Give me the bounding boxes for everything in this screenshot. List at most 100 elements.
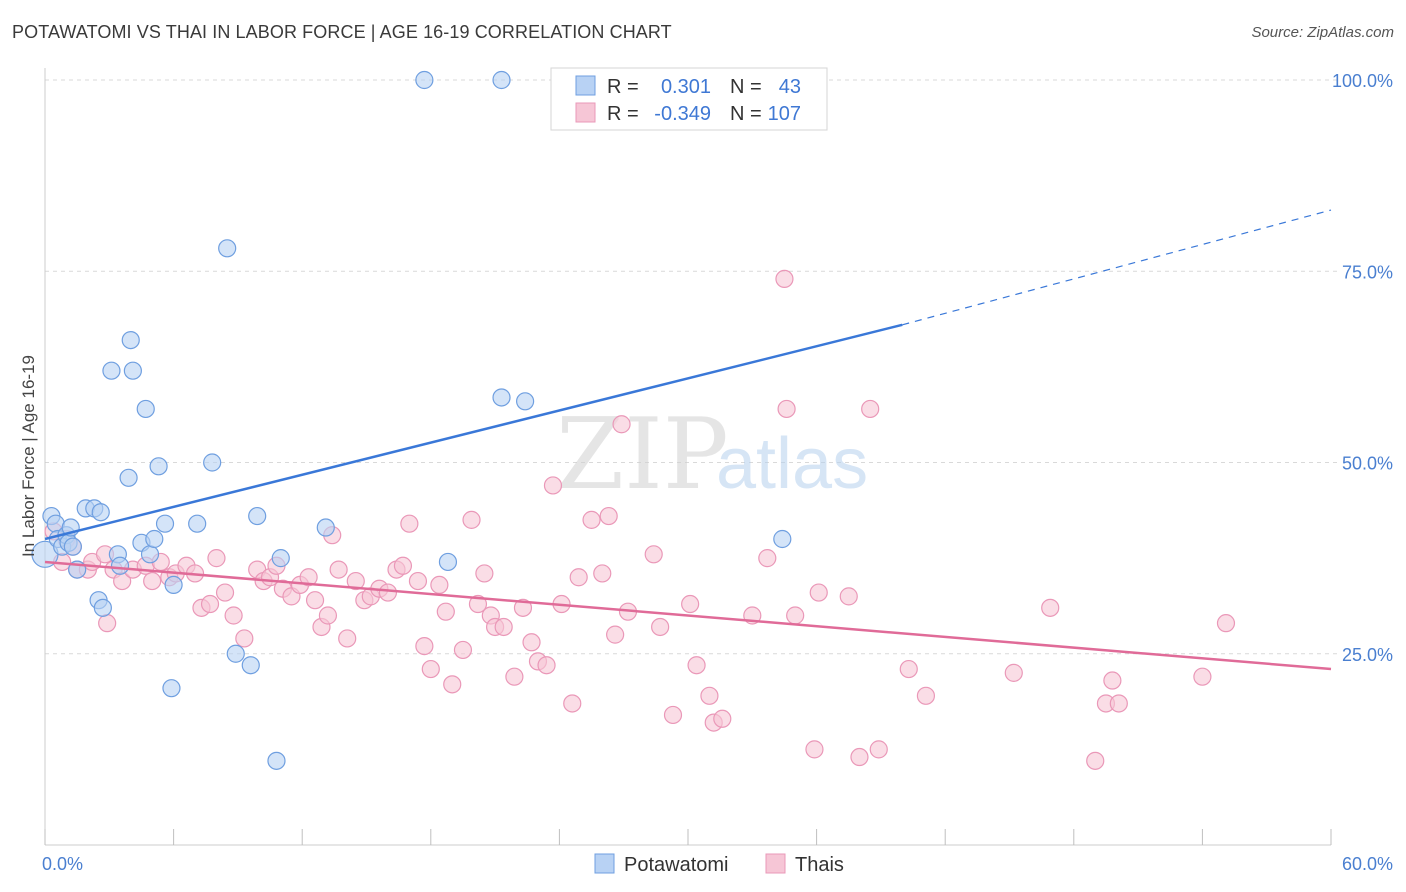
potawatomi-point xyxy=(267,751,286,770)
thais-point xyxy=(663,705,683,725)
legend-n-label-2: N = xyxy=(730,103,762,125)
thais-point xyxy=(415,636,434,656)
thais-point xyxy=(462,510,481,529)
potawatomi-point xyxy=(140,545,160,564)
potawatomi-point xyxy=(121,331,140,350)
thais-point xyxy=(215,583,235,602)
thais-point xyxy=(805,740,824,759)
axes xyxy=(44,68,1332,846)
thais-point xyxy=(436,602,455,621)
thais-point xyxy=(453,640,473,660)
legend-r-value-2: -0.349 xyxy=(654,103,711,125)
thais-point xyxy=(599,506,618,526)
potawatomi-point xyxy=(516,392,535,411)
y-axis-label: In Labor Force | Age 16-19 xyxy=(19,355,38,557)
thais-point xyxy=(224,606,243,625)
thais-point xyxy=(582,510,601,529)
potawatomi-point xyxy=(149,457,168,476)
thais-point xyxy=(443,675,462,694)
potawatomi-point xyxy=(415,70,434,90)
thais-point xyxy=(143,571,162,591)
thais-point xyxy=(318,606,338,625)
thais-point xyxy=(1216,614,1236,633)
thais-point xyxy=(537,656,556,675)
thais-point xyxy=(505,667,524,686)
potawatomi-point xyxy=(218,239,237,258)
thais-point xyxy=(839,587,858,606)
thais-point xyxy=(786,606,805,625)
thais-point xyxy=(700,686,719,705)
bottom-legend-potawatomi: Potawatomi xyxy=(624,854,729,876)
y-tick-label: 50.0% xyxy=(1342,454,1393,474)
thais-point xyxy=(1004,663,1023,682)
thais-point xyxy=(593,564,612,583)
thais-point xyxy=(543,476,563,495)
potawatomi-point xyxy=(155,514,175,533)
thais-point xyxy=(681,594,700,614)
thais-point xyxy=(393,556,413,575)
thais-point xyxy=(98,614,117,633)
thais-point xyxy=(1193,667,1212,686)
thais-point xyxy=(606,625,625,644)
potawatomi-point xyxy=(162,679,181,698)
thais-point xyxy=(861,399,880,419)
thais-point xyxy=(775,269,794,288)
grid-lines xyxy=(45,79,1339,655)
potawatomi-point xyxy=(773,529,792,549)
potawatomi-point xyxy=(102,361,121,380)
thais-point xyxy=(299,568,318,587)
thais-point xyxy=(569,568,588,587)
x-tick-label: 0.0% xyxy=(42,854,83,874)
legend-r-value-1: 0.301 xyxy=(661,76,711,98)
thais-point xyxy=(421,659,440,679)
thais-point xyxy=(494,617,513,637)
legend-r-label-1: R = xyxy=(607,76,639,98)
potawatomi-point xyxy=(110,556,130,575)
source-label: Source: ZipAtlas.com xyxy=(1251,24,1394,41)
potawatomi-point xyxy=(438,552,458,572)
thais-point xyxy=(305,591,325,610)
thais-point xyxy=(329,560,348,579)
potawatomi-point xyxy=(316,518,335,537)
thais-point xyxy=(563,694,582,713)
thais-point xyxy=(200,594,220,614)
watermark: ZIP atlas xyxy=(556,398,868,512)
thais-point xyxy=(1041,598,1060,617)
thais-point xyxy=(809,583,828,602)
thais-point xyxy=(916,686,936,705)
thais-point xyxy=(346,571,365,591)
potawatomi-point xyxy=(164,575,183,595)
thais-point xyxy=(1103,671,1122,690)
potawatomi-point xyxy=(248,506,267,526)
legend-r-label-2: R = xyxy=(607,103,639,125)
thais-point xyxy=(207,549,226,568)
potawatomi-point xyxy=(241,656,260,675)
potawatomi-point xyxy=(492,70,511,90)
thais-point xyxy=(235,629,254,648)
y-tick-label: 75.0% xyxy=(1342,262,1393,282)
potawatomi-point xyxy=(93,598,112,617)
legend-n-value-2: 107 xyxy=(768,103,801,125)
correlation-legend: R = 0.301 N = 43 R = -0.349 N = 107 xyxy=(550,67,828,131)
thais-point xyxy=(651,617,670,637)
x-tick-label: 60.0% xyxy=(1342,854,1393,874)
series-legend: Potawatomi Thais xyxy=(594,853,844,876)
thais-point xyxy=(468,594,488,614)
legend-n-label-1: N = xyxy=(730,76,762,98)
thais-point xyxy=(400,514,419,533)
thais-point xyxy=(777,399,796,419)
thais-point xyxy=(475,564,494,583)
bottom-legend-thais: Thais xyxy=(795,854,844,876)
potawatomi-point xyxy=(91,503,110,522)
y-tick-label: 100.0% xyxy=(1332,71,1393,91)
potawatomi-point xyxy=(271,549,290,568)
potawatomi-point xyxy=(226,644,245,663)
thais-point xyxy=(338,629,357,648)
thais-point xyxy=(644,545,663,564)
watermark-atlas: atlas xyxy=(716,424,868,504)
bottom-swatch-potawatomi xyxy=(594,853,615,874)
thais-point xyxy=(869,740,888,759)
thais-point xyxy=(1086,751,1105,770)
y-tick-labels: 25.0% 50.0% 75.0% 100.0% xyxy=(1332,71,1393,665)
